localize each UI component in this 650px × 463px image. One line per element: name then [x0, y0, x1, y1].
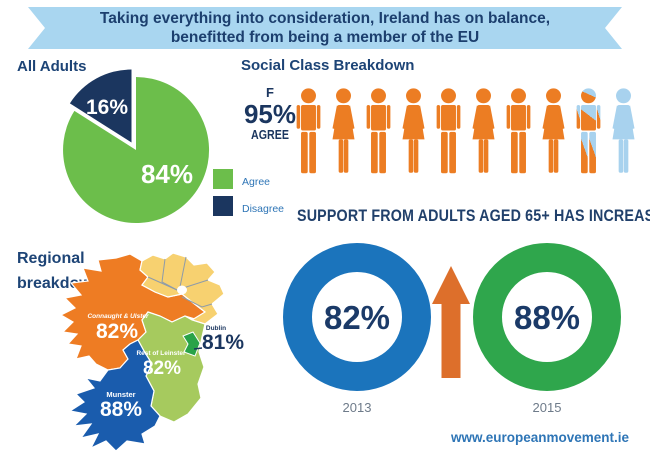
donut-ring-2013	[283, 243, 431, 391]
map-region-munster	[68, 339, 161, 452]
pie-legend: Agree Disagree	[213, 169, 284, 223]
pie-slice-agree	[63, 76, 210, 223]
people-pictogram	[291, 87, 641, 175]
title-banner: Taking everything into consideration, Ir…	[28, 7, 622, 49]
dublin-pointer-line	[193, 347, 203, 350]
agree-label: Agree	[242, 176, 271, 188]
pie-disagree-value: 16%	[86, 96, 128, 119]
class-f-label: F	[266, 85, 274, 100]
lough-neagh	[177, 285, 187, 295]
legend-row-disagree: Disagree	[213, 196, 284, 216]
support-65-heading: SUPPORT FROM ADULTS AGED 65+ HAS INCREAS…	[297, 206, 650, 225]
person-icon-male-partial	[576, 88, 601, 174]
person-icon-female-filled	[402, 88, 425, 173]
social-class-heading: Social Class Breakdown	[241, 57, 415, 74]
regional-heading-line1: Regional	[17, 250, 85, 267]
person-icon-female-filled	[542, 88, 565, 173]
banner-line2: benefitted from being a member of the EU	[170, 29, 480, 46]
year-label-2013: 2013	[342, 400, 372, 415]
class-f-agree-label: AGREE	[251, 127, 289, 142]
social-class-f-stat: F 95% AGREE	[238, 86, 302, 142]
disagree-swatch	[213, 196, 233, 216]
all-adults-heading: All Adults	[17, 58, 87, 75]
donut-value-2015: 88%	[514, 299, 580, 336]
person-icon-male-filled	[506, 88, 531, 174]
person-icon-male-filled	[296, 88, 321, 174]
agree-swatch	[213, 169, 233, 189]
ireland-map	[59, 252, 225, 452]
person-icon-male-filled	[366, 88, 391, 174]
banner-line1: Taking everything into consideration, Ir…	[99, 10, 551, 27]
donut-ring-2015	[473, 243, 621, 391]
increase-arrow-icon	[432, 266, 470, 378]
person-icon-female-filled	[472, 88, 495, 173]
legend-row-agree: Agree	[213, 169, 284, 189]
donut-value-2013: 82%	[324, 299, 390, 336]
class-f-value: 95%	[243, 99, 297, 129]
map-region-dublin	[182, 331, 201, 357]
donut-chart-2015: 88%	[473, 243, 621, 391]
pie-agree-value: 84%	[141, 159, 193, 189]
year-label-2015: 2015	[532, 400, 562, 415]
disagree-label: Disagree	[242, 203, 285, 215]
all-adults-pie-chart: 16% 84%	[63, 69, 210, 223]
website-url: www.europeanmovement.ie	[450, 430, 629, 445]
donut-chart-2013: 82%	[283, 243, 431, 391]
person-icon-female-unfilled	[612, 88, 635, 173]
person-icon-male-filled	[436, 88, 461, 174]
pie-slice-disagree	[69, 69, 132, 143]
person-icon-female-filled	[332, 88, 355, 173]
